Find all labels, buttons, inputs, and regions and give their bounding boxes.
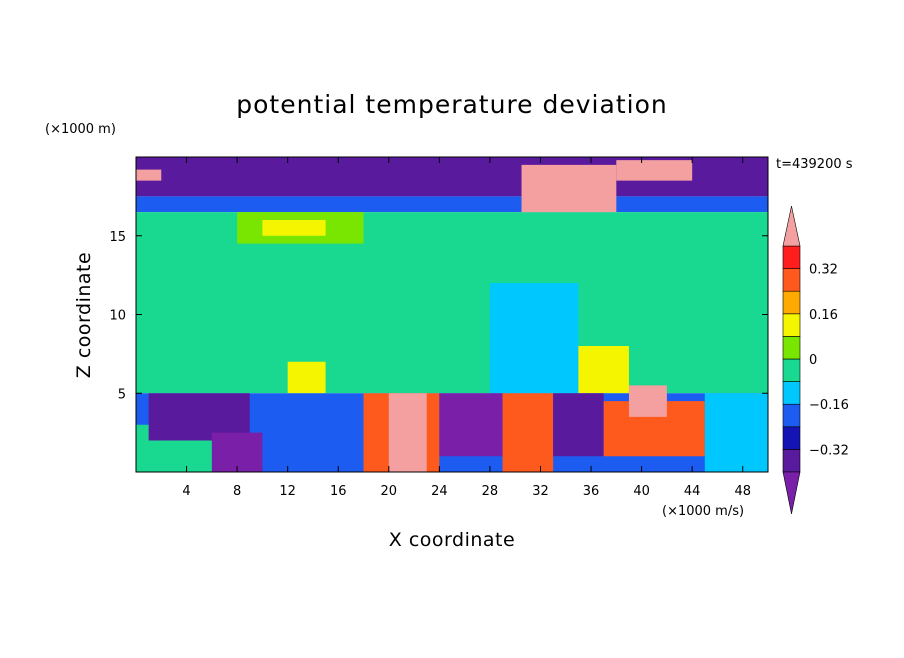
contour-regions [136,157,768,472]
contour-region-13 [388,393,427,472]
contour-region-18 [628,385,667,417]
colorbar-swatch [782,426,801,450]
colorbar-swatch [782,290,801,315]
contour-region-11 [211,432,263,472]
contour-region-6 [578,346,629,394]
colorbar-tick-label: 0 [809,353,817,368]
colorbar-swatch [782,268,801,292]
x-tick-label: 28 [482,484,499,499]
colorbar-swatch [782,245,801,269]
contour-region-16 [553,393,604,457]
x-unit-label: (×1000 m/s) [662,504,744,519]
x-tick-label: 8 [233,484,241,499]
x-tick-label: 48 [734,484,751,499]
colorbar-extend-min [782,471,801,515]
colorbar-swatch [782,449,801,473]
y-unit-label: (×1000 m) [45,122,116,137]
contour-region-20 [521,164,617,213]
contour-region-19 [704,393,768,472]
contour-region-2 [136,212,768,394]
time-label: t=439200 s [776,157,853,172]
y-axis-title: Z coordinate [73,252,95,378]
contour-region-22 [136,169,162,181]
x-axis: 4 8 12 16 20 24 28 32 36 40 44 48 [182,157,751,499]
colorbar-tick-label: −0.16 [809,398,849,413]
colorbar-extend-max [782,205,801,247]
x-tick-label: 32 [532,484,549,499]
colorbar: 0.32 0.16 0 −0.16 −0.32 [782,205,849,515]
x-tick-label: 24 [431,484,448,499]
y-axis: 5 10 15 [109,230,768,402]
x-tick-label: 44 [684,484,701,499]
contour-region-14 [439,393,503,457]
colorbar-swatch [782,336,801,360]
contour-region-15 [502,393,554,472]
y-tick-label: 10 [109,309,126,324]
y-tick-label: 15 [109,230,126,245]
contour-region-1 [136,196,768,213]
contour-region-4 [262,220,326,236]
colorbar-tick-label: 0.16 [809,308,838,323]
x-tick-label: 16 [330,484,347,499]
x-tick-label: 20 [381,484,398,499]
colorbar-tick-label: −0.32 [809,443,849,458]
x-tick-label: 4 [182,484,190,499]
colorbar-swatch [782,381,801,405]
colorbar-swatch [782,403,801,428]
x-tick-label: 36 [583,484,600,499]
contour-region-7 [287,361,326,394]
colorbar-tick-label: 0.32 [809,263,838,278]
chart-title: potential temperature deviation [236,90,667,119]
colorbar-swatch [782,358,801,382]
contour-region-21 [616,160,693,181]
x-tick-label: 12 [279,484,296,499]
x-axis-title: X coordinate [389,529,515,551]
colorbar-swatch [782,313,801,337]
y-tick-label: 5 [118,387,126,402]
x-tick-label: 40 [633,484,650,499]
contour-region-5 [489,283,579,394]
